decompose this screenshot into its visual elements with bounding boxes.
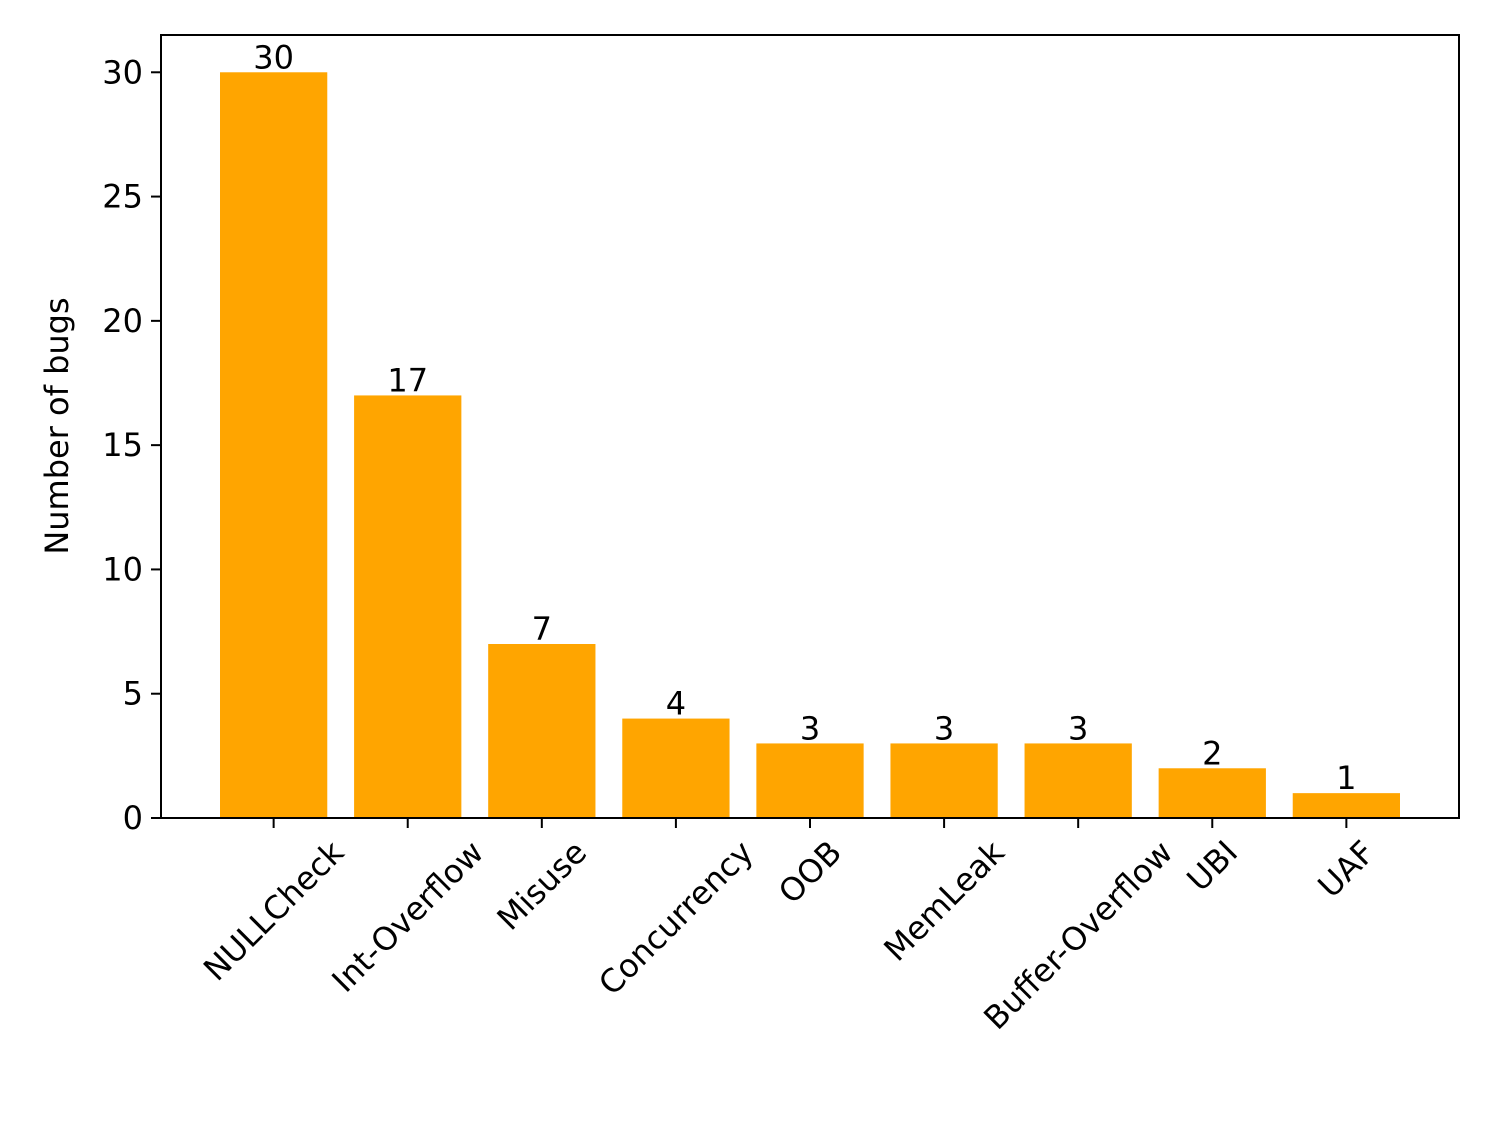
bar: [756, 743, 864, 818]
bar: [220, 72, 328, 819]
value-label: 4: [666, 685, 686, 723]
bar: [1292, 793, 1400, 818]
y-tick-label: 30: [102, 53, 143, 91]
bar: [488, 644, 596, 818]
value-label: 3: [1068, 709, 1088, 747]
y-tick-label: 10: [102, 550, 143, 588]
value-label: 2: [1202, 734, 1222, 772]
plot-frame: [160, 34, 1460, 819]
y-tick-label: 5: [123, 675, 143, 713]
y-tick-label: 25: [102, 178, 143, 216]
value-label: 3: [934, 709, 954, 747]
y-tick-label: 0: [123, 799, 143, 837]
value-label: 3: [800, 709, 820, 747]
bar: [354, 395, 462, 818]
value-label: 17: [387, 361, 428, 399]
value-label: 7: [532, 610, 552, 648]
value-label: 30: [253, 38, 294, 76]
y-tick-label: 15: [102, 426, 143, 464]
y-tick-label: 20: [102, 302, 143, 340]
bar: [1024, 743, 1132, 818]
bar: [1158, 768, 1266, 818]
y-axis-label: Number of bugs: [38, 297, 76, 554]
bar: [622, 718, 730, 818]
bar: [890, 743, 998, 818]
value-label: 1: [1336, 759, 1356, 797]
